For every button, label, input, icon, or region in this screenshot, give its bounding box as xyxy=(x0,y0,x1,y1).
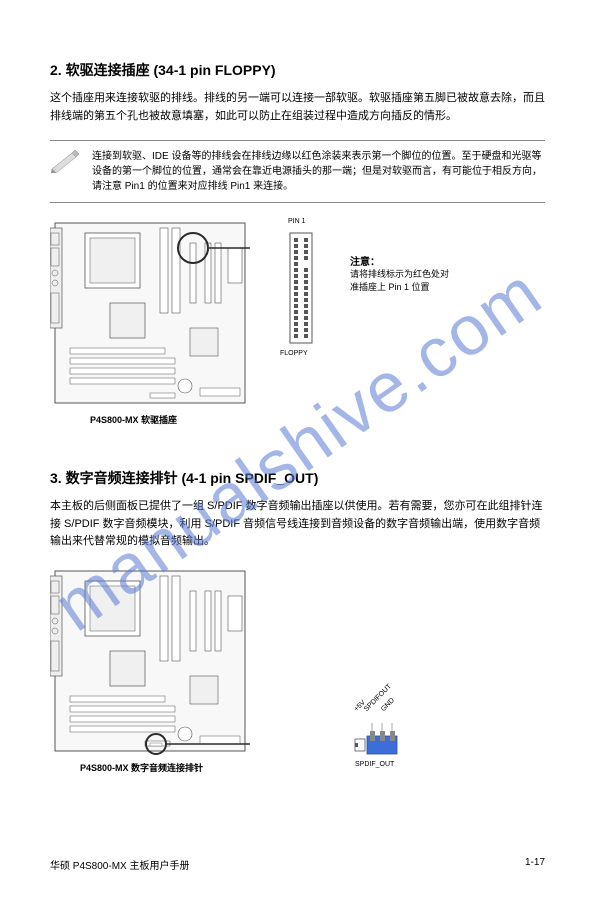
motherboard-diagram-1 xyxy=(50,218,250,408)
section-1-heading: 2. 软驱连接插座 (34-1 pin FLOPPY) xyxy=(50,60,545,80)
section-2-body: 本主板的后侧面板已提供了一组 S/PDIF 数字音频输出插座以供使用。若有需要，… xyxy=(50,498,545,551)
footer-right: 1-17 xyxy=(525,857,545,872)
figure-1: PIN 1 FLOPPY 注意： 请将排线标示为红色处对准插座上 Pin 1 位… xyxy=(50,218,545,438)
floppy-connector-diagram xyxy=(275,228,335,348)
spdif-connector-diagram xyxy=(350,721,410,761)
pin1-label: PIN 1 xyxy=(288,218,306,225)
spdif-pin-3: GND xyxy=(380,697,396,713)
note-1-text: 连接到软驱、IDE 设备等的排线会在排线边缘以红色涂装来表示第一个脚位的位置。至… xyxy=(92,149,545,194)
pencil-icon xyxy=(50,149,82,178)
figure-2-label: P4S800-MX 数字音频连接排针 xyxy=(80,761,203,774)
page-footer: 华硕 P4S800-MX 主板用户手册 1-17 xyxy=(50,857,545,872)
note-box-1: 连接到软驱、IDE 设备等的排线会在排线边缘以红色涂装来表示第一个脚位的位置。至… xyxy=(50,140,545,203)
section-2-heading: 3. 数字音频连接排针 (4-1 pin SPDIF_OUT) xyxy=(50,468,545,488)
motherboard-diagram-2 xyxy=(50,566,250,756)
floppy-connector-label: FLOPPY xyxy=(280,350,308,357)
figure-1-note-label: 注意： xyxy=(350,253,380,268)
figure-1-label: P4S800-MX 软驱插座 xyxy=(90,413,177,426)
figure-2: +5V SPDIFOUT GND SPDIF_OUT P4S800-MX 数字音… xyxy=(50,566,545,766)
section-1-body: 这个插座用来连接软驱的排线。排线的另一端可以连接一部软驱。软驱插座第五脚已被故意… xyxy=(50,90,545,125)
footer-left: 华硕 P4S800-MX 主板用户手册 xyxy=(50,857,189,872)
figure-1-note-text: 请将排线标示为红色处对准插座上 Pin 1 位置 xyxy=(350,268,450,293)
spdif-connector-label: SPDIF_OUT xyxy=(355,761,394,768)
